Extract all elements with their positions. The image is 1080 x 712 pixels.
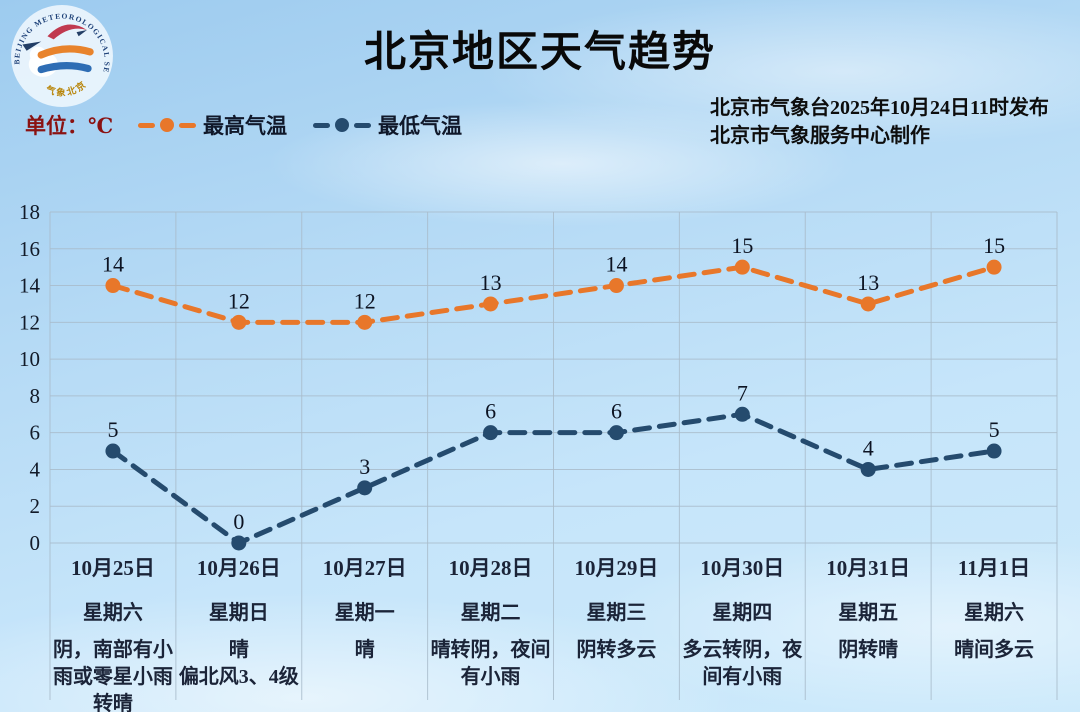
data-point-marker (734, 406, 750, 422)
x-label-column: 10月25日 星期六阴，南部有小 雨或零星小雨 转晴 (50, 552, 176, 712)
x-weekday-label: 星期四 (712, 602, 773, 624)
min-temp-line-sample (313, 118, 371, 132)
legend-item-min-temp: 最低气温 (313, 110, 462, 140)
logo-orange-arc (37, 45, 94, 59)
data-point-marker (357, 480, 373, 496)
data-point-label: 12 (354, 288, 376, 313)
x-date-label: 10月29日 (574, 556, 659, 580)
data-point-marker (986, 443, 1002, 459)
x-weekday-label: 星期六 (82, 602, 143, 624)
x-label-column: 10月26日 星期日晴 偏北风3、4级 (176, 552, 302, 691)
x-date-label: 10月30日 (700, 556, 785, 580)
data-point-label: 15 (983, 233, 1005, 258)
beijing-meteorological-service-logo: BEIJING METEOROLOGICAL SERVICE 气象北京 (10, 4, 113, 107)
data-point-label: 5 (107, 417, 118, 442)
data-point-label: 13 (480, 270, 502, 295)
y-axis-tick-label: 16 (19, 237, 40, 261)
data-point-marker (986, 259, 1002, 275)
data-point-marker (734, 259, 750, 275)
x-date-label: 10月26日 (196, 556, 281, 580)
max-temp-line-sample (138, 118, 196, 132)
x-date-label: 10月28日 (448, 556, 533, 580)
legend: 最高气温 最低气温 (138, 110, 462, 140)
x-label-column: 10月27日 星期一晴 (302, 552, 428, 664)
y-axis-tick-label: 18 (19, 200, 40, 224)
x-weather-label: 阴，南部有小 雨或零星小雨 转晴 (52, 639, 173, 712)
data-point-label: 14 (605, 252, 627, 277)
data-point-marker (860, 296, 876, 312)
data-point-label: 4 (863, 435, 874, 460)
x-date-label: 11月1日 (957, 556, 1031, 580)
x-weather-label: 晴转阴，夜间 有小雨 (430, 639, 551, 688)
x-weekday-label: 星期日 (208, 602, 269, 624)
data-point-marker (608, 425, 624, 441)
data-point-marker (105, 278, 121, 294)
data-point-marker (483, 296, 499, 312)
data-point-label: 7 (737, 380, 748, 405)
x-weekday-label: 星期五 (838, 602, 899, 624)
x-weather-label: 晴 偏北风3、4级 (178, 639, 299, 688)
x-weather-label: 多云转阴，夜 间有小雨 (682, 639, 803, 688)
data-point-marker (608, 278, 624, 294)
data-point-label: 14 (102, 252, 124, 277)
data-point-marker (231, 535, 247, 551)
logo-circle (11, 5, 113, 107)
x-date-label: 10月31日 (826, 556, 911, 580)
data-point-marker (357, 314, 373, 330)
x-weekday-label: 星期二 (460, 602, 521, 624)
data-point-label: 5 (989, 417, 1000, 442)
data-point-label: 6 (611, 399, 622, 424)
x-weather-label: 阴转多云 (576, 639, 657, 661)
legend-item-max-temp: 最高气温 (138, 110, 287, 140)
y-axis-tick-label: 0 (30, 531, 41, 555)
y-axis-tick-label: 14 (19, 274, 41, 298)
x-weekday-label: 星期三 (586, 602, 647, 624)
y-axis-tick-label: 12 (19, 310, 40, 334)
x-weather-label: 晴 (354, 639, 375, 661)
x-weekday-label: 星期六 (964, 602, 1025, 624)
x-date-label: 10月27日 (322, 556, 407, 580)
page-title: 北京地区天气趋势 (363, 30, 716, 76)
legend-label-max-temp: 最高气温 (203, 114, 287, 138)
data-point-label: 15 (731, 233, 753, 258)
data-point-label: 13 (857, 270, 879, 295)
series-line-min (110, 411, 997, 546)
data-point-label: 0 (233, 509, 244, 534)
y-axis-tick-label: 4 (30, 457, 41, 481)
y-axis-tick-label: 2 (30, 494, 41, 518)
x-label-column: 10月30日 星期四多云转阴，夜 间有小雨 (679, 552, 805, 691)
unit-label: 单位：℃ (25, 114, 114, 138)
x-weather-label: 阴转晴 (838, 639, 899, 661)
x-date-label: 10月25日 (70, 556, 155, 580)
data-point-label: 12 (228, 288, 250, 313)
x-label-column: 11月1日星期六晴间多云 (931, 552, 1057, 664)
x-weather-label: 晴间多云 (954, 639, 1035, 661)
data-point-label: 6 (485, 399, 496, 424)
publish-time: 北京市气象台2025年10月24日11时发布 (710, 97, 1049, 119)
data-point-marker (105, 443, 121, 459)
publisher-info: 北京市气象台2025年10月24日11时发布 北京市气象服务中心制作 (710, 94, 1060, 150)
y-axis-tick-label: 6 (30, 421, 41, 445)
series-line-max (110, 264, 997, 325)
x-weekday-label: 星期一 (334, 602, 395, 624)
logo-blue-arc (37, 61, 92, 74)
logo-red-swoosh (47, 24, 87, 40)
x-label-column: 10月31日 星期五阴转晴 (805, 552, 931, 664)
producer: 北京市气象服务中心制作 (710, 125, 930, 147)
y-axis-tick-label: 10 (19, 347, 40, 371)
data-point-marker (483, 425, 499, 441)
x-label-column: 10月29日 星期三阴转多云 (554, 552, 680, 664)
legend-label-min-temp: 最低气温 (378, 114, 462, 138)
logo-plane-icon (22, 41, 42, 51)
data-point-label: 3 (359, 454, 370, 479)
data-point-marker (231, 314, 247, 330)
x-label-column: 10月28日 星期二晴转阴，夜间 有小雨 (428, 552, 554, 691)
y-axis-tick-label: 8 (30, 384, 41, 408)
data-point-marker (860, 461, 876, 477)
